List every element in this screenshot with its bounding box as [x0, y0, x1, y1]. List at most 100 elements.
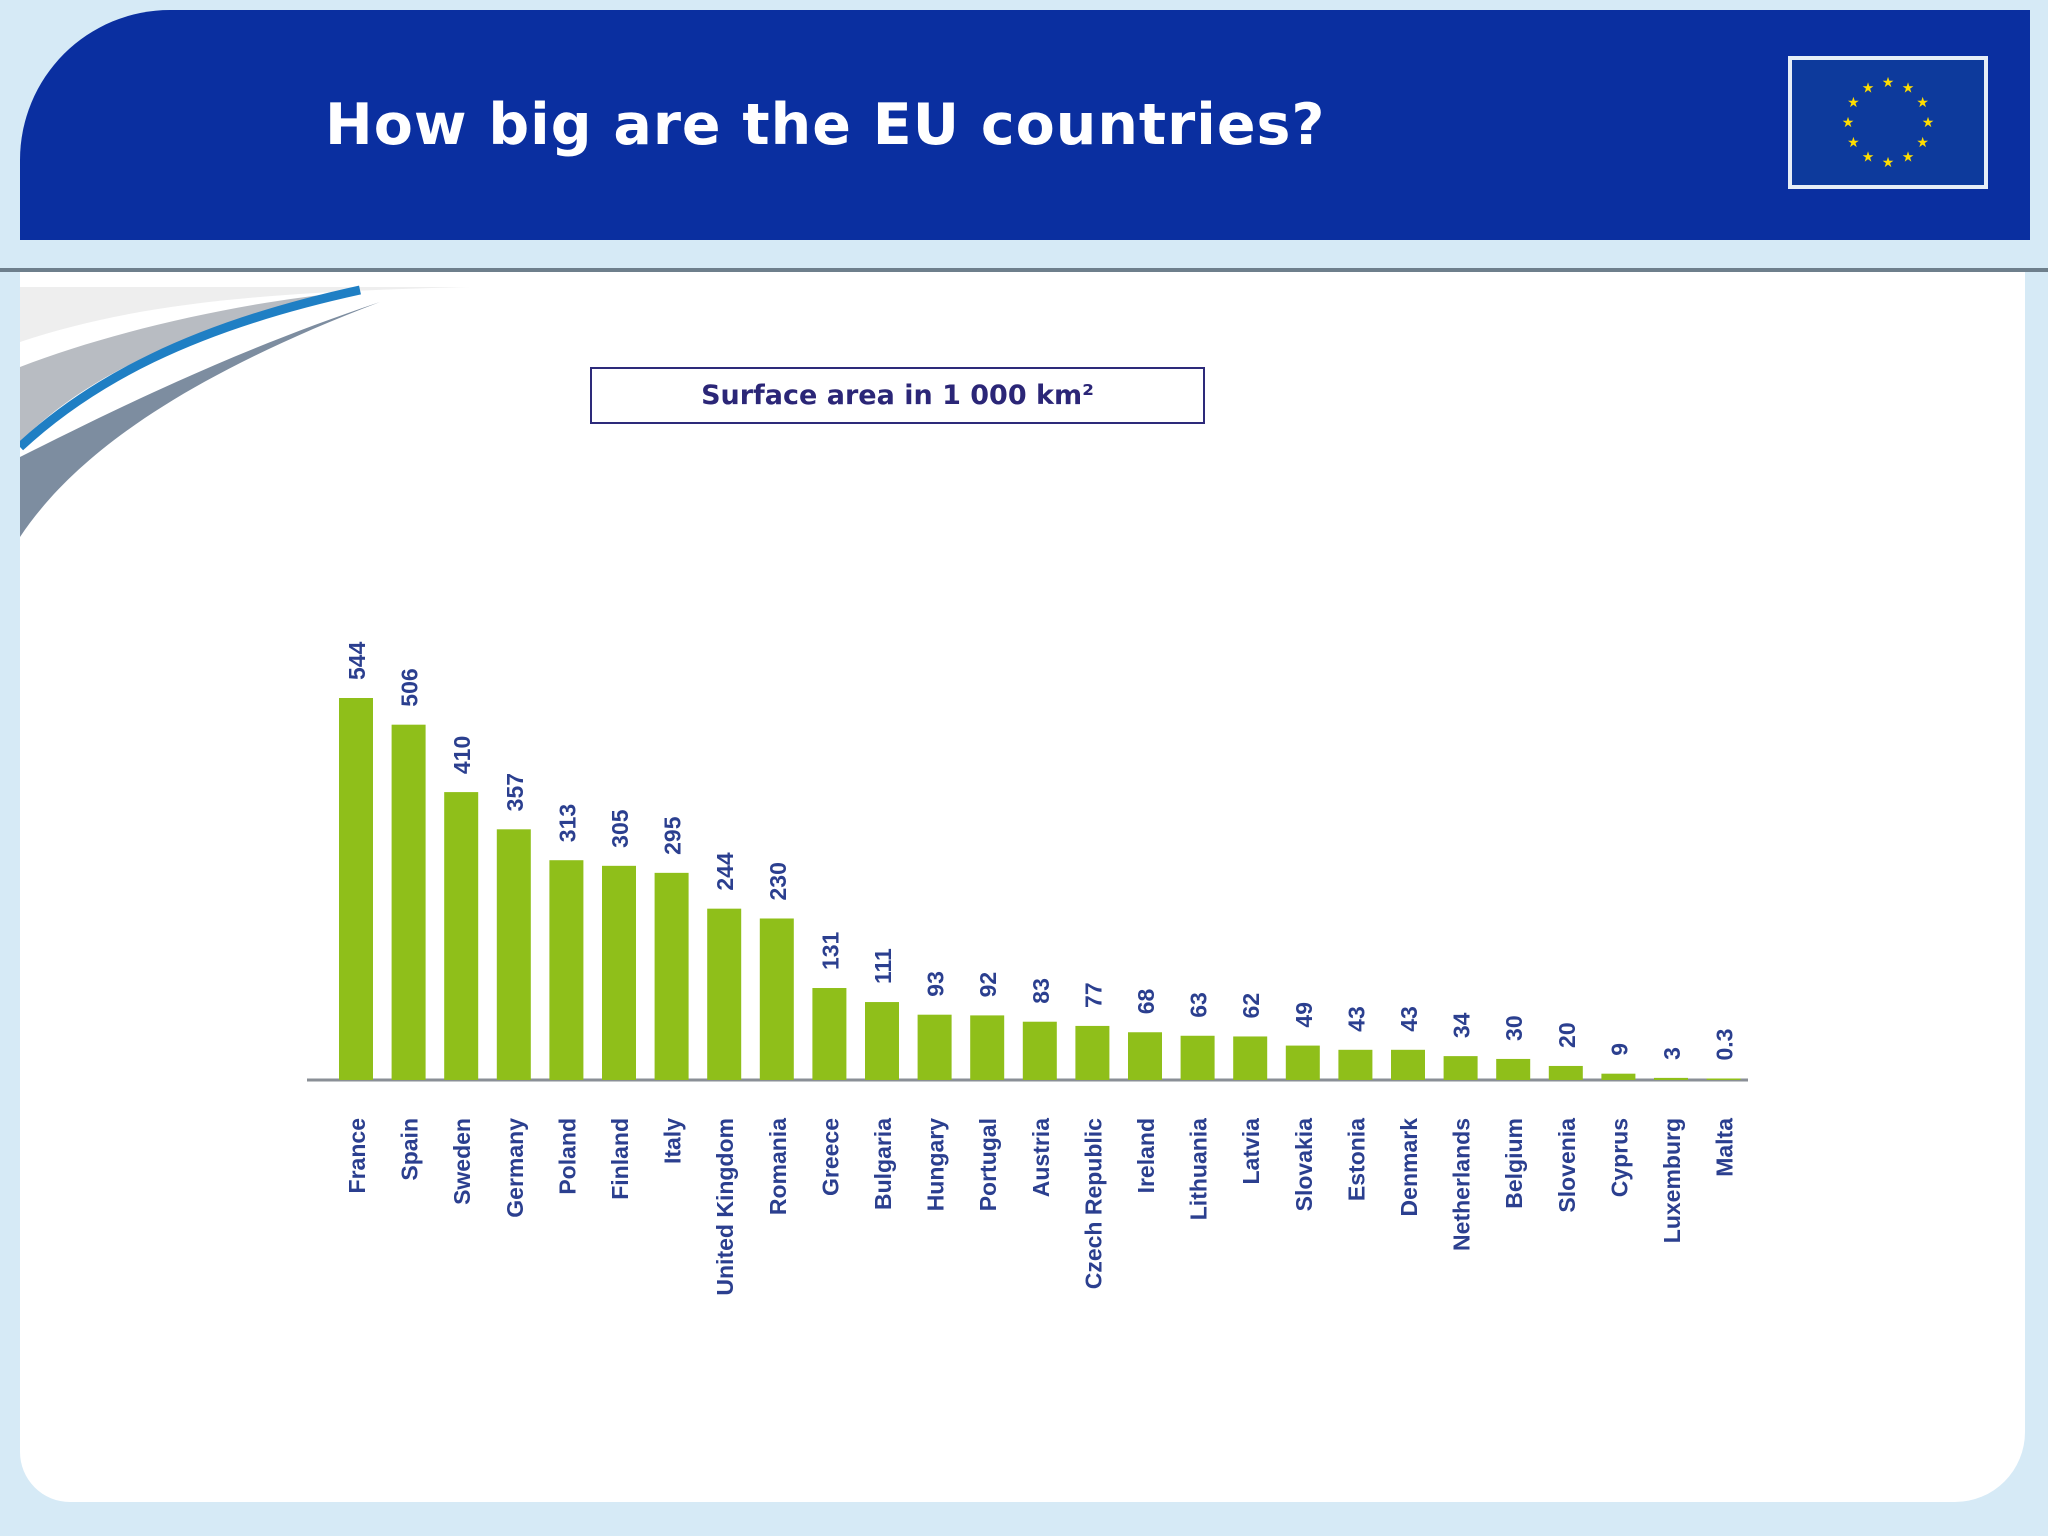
data-label: 357: [502, 773, 528, 811]
category-label: Hungary: [923, 1118, 949, 1212]
category-label: Italy: [660, 1118, 686, 1164]
bar-germany: [496, 829, 531, 1080]
bar-malta: [1706, 1078, 1741, 1080]
bar-slovakia: [1285, 1045, 1320, 1080]
category-label: Greece: [817, 1118, 843, 1196]
chart-title-text: Surface area in 1 000 km²: [701, 380, 1094, 411]
category-label: Malta: [1712, 1118, 1738, 1177]
data-label: 111: [870, 948, 896, 984]
category-label: Germany: [502, 1118, 528, 1218]
bar-austria: [1022, 1021, 1057, 1080]
data-label: 43: [1396, 1006, 1422, 1032]
category-label: Lithuania: [1186, 1118, 1212, 1220]
flag-star-icon: ★: [1922, 115, 1935, 131]
category-label: Belgium: [1501, 1118, 1527, 1209]
data-label: 83: [1028, 978, 1054, 1004]
data-label: 313: [554, 804, 580, 842]
bar-slovenia: [1548, 1065, 1583, 1080]
category-label: Sweden: [449, 1118, 475, 1205]
data-label: 92: [975, 972, 1001, 998]
bar-portugal: [970, 1015, 1005, 1080]
category-label: Cyprus: [1606, 1118, 1632, 1197]
flag-star-icon: ★: [1847, 135, 1860, 151]
data-label: 506: [397, 668, 423, 706]
bar-denmark: [1391, 1049, 1425, 1080]
bar-estonia: [1338, 1049, 1373, 1080]
data-label: 77: [1080, 982, 1106, 1008]
data-label: 244: [712, 852, 738, 891]
category-label: Finland: [607, 1118, 633, 1200]
category-label: Poland: [554, 1118, 580, 1195]
category-label: France: [344, 1118, 370, 1193]
flag-star-icon: ★: [1902, 150, 1915, 166]
data-label: 544: [344, 641, 370, 680]
bar-netherlands: [1443, 1056, 1478, 1080]
bar-ireland: [1128, 1032, 1162, 1080]
flag-star-icon: ★: [1882, 75, 1895, 91]
bar-bulgaria: [865, 1002, 899, 1080]
data-label: 63: [1186, 992, 1212, 1018]
bar-sweden: [444, 792, 479, 1080]
bar-hungary: [917, 1014, 952, 1080]
data-label: 410: [449, 736, 475, 774]
eu-flag-stars: ★ ★★★★★★★★★★★: [1842, 75, 1935, 171]
bar-luxemburg: [1654, 1077, 1688, 1080]
flag-star-icon: ★: [1842, 115, 1855, 131]
data-label: 68: [1133, 988, 1159, 1014]
category-label: Slovakia: [1291, 1118, 1317, 1212]
data-label: 93: [923, 971, 949, 997]
header-divider: [0, 268, 2048, 272]
data-label: 9: [1606, 1043, 1632, 1056]
category-label: Netherlands: [1449, 1118, 1475, 1251]
data-label: 3: [1659, 1047, 1685, 1060]
data-label: 0.3: [1712, 1029, 1738, 1061]
bar-france: [339, 698, 373, 1080]
bar-romania: [759, 918, 794, 1080]
category-label: Latvia: [1238, 1118, 1264, 1185]
bar-spain: [391, 724, 426, 1080]
bar-finland: [602, 865, 636, 1080]
flag-star-icon: ★: [1916, 135, 1929, 151]
decorative-swoosh: [20, 285, 470, 537]
bar-czech-republic: [1075, 1025, 1110, 1080]
chart-title: Surface area in 1 000 km²: [590, 367, 1205, 424]
bar-latvia: [1233, 1036, 1268, 1080]
bar-belgium: [1496, 1058, 1531, 1080]
data-label: 295: [660, 816, 686, 855]
eu-flag-icon: ★ ★ ★ ★ ★ ★ ★ ★ ★ ★ ★ ★: [1788, 56, 1988, 189]
flag-star-icon: ★: [1847, 95, 1860, 111]
data-label: 305: [607, 809, 633, 848]
category-label: Ireland: [1133, 1118, 1159, 1193]
flag-star-icon: ★: [1902, 80, 1915, 96]
data-label: 131: [817, 931, 843, 970]
category-label: Spain: [397, 1118, 423, 1181]
category-label: Bulgaria: [870, 1118, 896, 1210]
category-label: Slovenia: [1554, 1118, 1580, 1213]
category-label: Austria: [1028, 1118, 1054, 1197]
bar-italy: [654, 872, 689, 1080]
bar-poland: [549, 860, 584, 1080]
data-label: 34: [1449, 1012, 1475, 1038]
bar-cyprus: [1601, 1073, 1636, 1080]
flag-star-icon: ★: [1862, 150, 1875, 166]
category-label: Romania: [765, 1118, 791, 1215]
data-label: 49: [1291, 1002, 1317, 1028]
data-label: 62: [1238, 993, 1264, 1019]
category-label: Portugal: [975, 1118, 1001, 1211]
bar-greece: [812, 988, 847, 1080]
bar-lithuania: [1180, 1035, 1215, 1080]
flag-star-icon: ★: [1882, 155, 1895, 171]
category-label: Denmark: [1396, 1118, 1422, 1217]
category-label: United Kingdom: [712, 1118, 738, 1296]
bar-united-kingdom: [707, 908, 742, 1080]
flag-star-icon: ★: [1916, 95, 1929, 111]
data-label: 30: [1501, 1015, 1527, 1041]
category-label: Luxemburg: [1659, 1118, 1685, 1243]
data-label: 230: [765, 862, 791, 900]
category-label: Estonia: [1343, 1118, 1369, 1201]
data-label: 20: [1554, 1022, 1580, 1048]
flag-star-icon: ★: [1862, 80, 1875, 96]
header-banner: [20, 10, 2030, 240]
